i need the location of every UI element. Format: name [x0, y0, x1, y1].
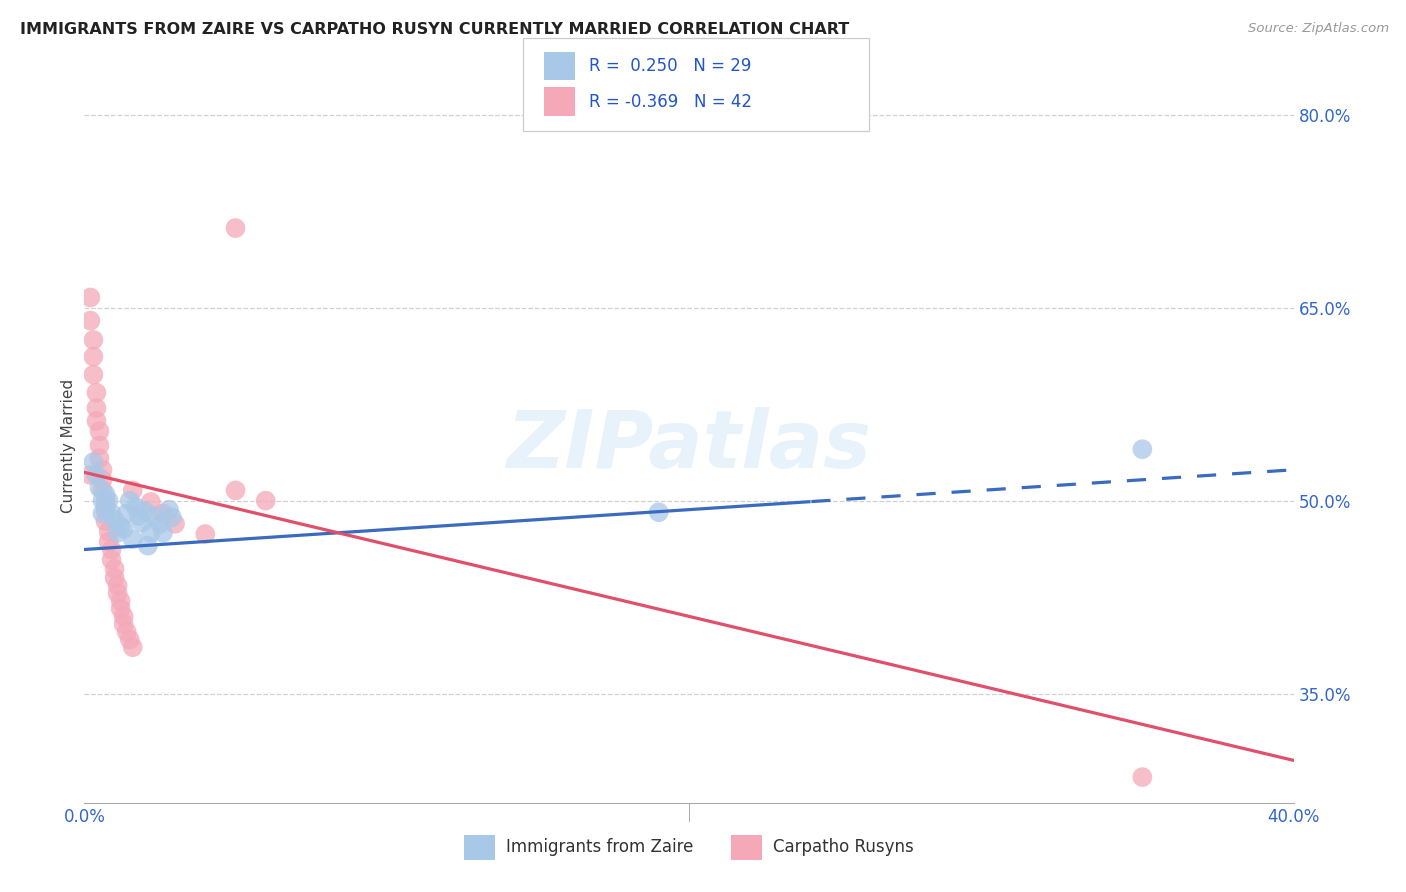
Point	[94, 500, 117, 514]
Point	[225, 483, 247, 498]
Point	[107, 578, 129, 592]
Point	[1130, 770, 1153, 784]
Point	[82, 455, 104, 469]
Point	[100, 542, 122, 557]
Point	[112, 522, 135, 536]
Point	[89, 451, 111, 466]
Point	[115, 624, 138, 639]
Point	[121, 533, 143, 547]
Point	[194, 527, 217, 541]
Point	[86, 385, 108, 400]
Point	[1130, 442, 1153, 457]
Point	[91, 463, 114, 477]
Point	[110, 601, 132, 615]
Point	[131, 516, 153, 530]
Point	[139, 495, 162, 509]
Point	[79, 313, 101, 327]
Point	[115, 507, 138, 521]
Point	[152, 525, 174, 540]
Point	[104, 571, 127, 585]
Point	[128, 509, 150, 524]
Point	[107, 525, 129, 540]
Point	[97, 493, 120, 508]
Point	[89, 481, 111, 495]
Point	[110, 594, 132, 608]
Text: R =  0.250   N = 29: R = 0.250 N = 29	[589, 57, 751, 75]
Point	[136, 539, 159, 553]
Point	[86, 467, 108, 482]
Point	[91, 483, 114, 498]
Point	[79, 291, 101, 305]
Point	[100, 507, 122, 521]
Point	[648, 505, 671, 519]
Point	[104, 562, 127, 576]
Point	[100, 553, 122, 567]
Point	[97, 534, 120, 549]
Text: Source: ZipAtlas.com: Source: ZipAtlas.com	[1249, 22, 1389, 36]
Point	[91, 493, 114, 508]
Text: R = -0.369   N = 42: R = -0.369 N = 42	[589, 93, 752, 111]
Point	[142, 509, 165, 524]
Point	[82, 350, 104, 364]
Point	[118, 632, 141, 647]
Point	[112, 617, 135, 632]
Point	[91, 507, 114, 521]
Point	[89, 438, 111, 452]
Point	[112, 609, 135, 624]
Point	[121, 483, 143, 498]
Point	[79, 467, 101, 482]
Point	[152, 507, 174, 521]
Point	[139, 525, 162, 540]
Y-axis label: Currently Married: Currently Married	[60, 379, 76, 513]
Text: IMMIGRANTS FROM ZAIRE VS CARPATHO RUSYN CURRENTLY MARRIED CORRELATION CHART: IMMIGRANTS FROM ZAIRE VS CARPATHO RUSYN …	[20, 22, 849, 37]
Text: Carpatho Rusyns: Carpatho Rusyns	[773, 838, 914, 856]
Point	[94, 487, 117, 501]
Point	[86, 401, 108, 415]
Point	[104, 513, 127, 527]
Point	[157, 502, 180, 516]
Point	[82, 368, 104, 382]
Point	[107, 586, 129, 600]
Point	[225, 221, 247, 235]
Point	[149, 516, 172, 531]
Point	[94, 493, 117, 508]
Point	[91, 473, 114, 487]
Point	[82, 333, 104, 347]
Point	[134, 504, 156, 518]
Point	[97, 524, 120, 539]
Point	[86, 414, 108, 428]
Point	[118, 493, 141, 508]
Point	[110, 519, 132, 533]
Point	[121, 640, 143, 655]
Point	[94, 514, 117, 528]
Text: Immigrants from Zaire: Immigrants from Zaire	[506, 838, 693, 856]
Point	[160, 510, 183, 524]
Point	[94, 504, 117, 518]
Text: ZIPatlas: ZIPatlas	[506, 407, 872, 485]
Point	[254, 493, 277, 508]
Point	[89, 424, 111, 438]
Point	[165, 516, 187, 531]
Point	[125, 500, 148, 514]
